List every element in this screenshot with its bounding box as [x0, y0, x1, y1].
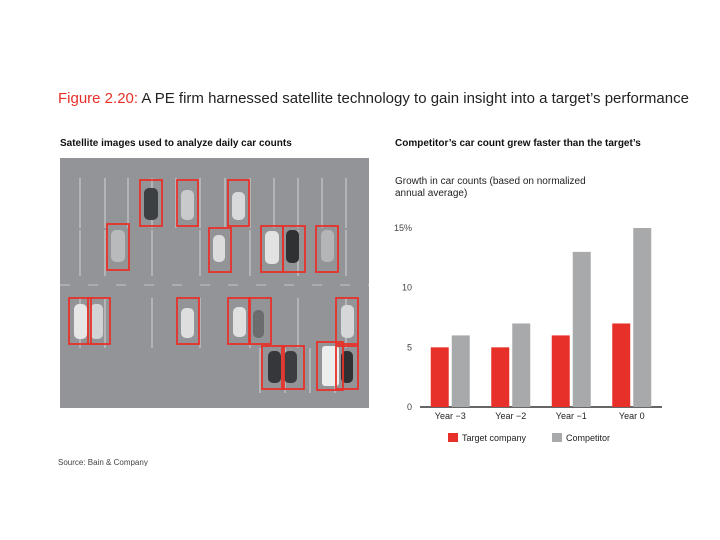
figure-title-text: A PE firm harnessed satellite technology… [138, 90, 689, 107]
figure-label: Figure 2.20: [58, 90, 139, 107]
y-tick-label: 0 [407, 402, 412, 412]
bar-chart: 0 5 10 15% Year −3 Year −2 Year −1 Year 0 Target… [390, 170, 680, 460]
x-tick-label: Year −3 [435, 411, 466, 421]
parking-lot-satellite-image [60, 158, 369, 408]
x-tick-label: Year 0 [619, 411, 645, 421]
legend-label: Target company [462, 433, 527, 443]
bar-target [612, 323, 631, 407]
bar-competitor [633, 228, 652, 407]
y-tick-label: 10 [402, 283, 412, 293]
legend-label: Competitor [566, 433, 610, 443]
left-panel-title: Satellite images used to analyze daily c… [60, 138, 292, 149]
figure-title: Figure 2.20: A PE firm harnessed satelli… [58, 90, 689, 107]
bar-target [551, 335, 570, 407]
x-tick-label: Year −1 [556, 411, 587, 421]
right-panel-title: Competitor’s car count grew faster than … [395, 138, 641, 149]
legend-swatch [448, 433, 458, 442]
bar-target [491, 347, 510, 407]
source-note: Source: Bain & Company [58, 458, 148, 466]
y-tick-label: 15% [394, 223, 412, 233]
y-tick-label: 5 [407, 342, 412, 352]
bar-competitor [572, 251, 591, 407]
bar-competitor [451, 335, 470, 407]
bar-target [430, 347, 449, 407]
parking-lot-image-icon [60, 158, 369, 408]
x-tick-label: Year −2 [495, 411, 526, 421]
bar-chart-svg: 0 5 10 15% Year −3 Year −2 Year −1 Year 0 Target… [394, 223, 662, 443]
bar-competitor [512, 323, 531, 407]
y-axis-label: Growth in car counts (based on normalize… [395, 176, 586, 199]
legend-swatch [552, 433, 562, 442]
